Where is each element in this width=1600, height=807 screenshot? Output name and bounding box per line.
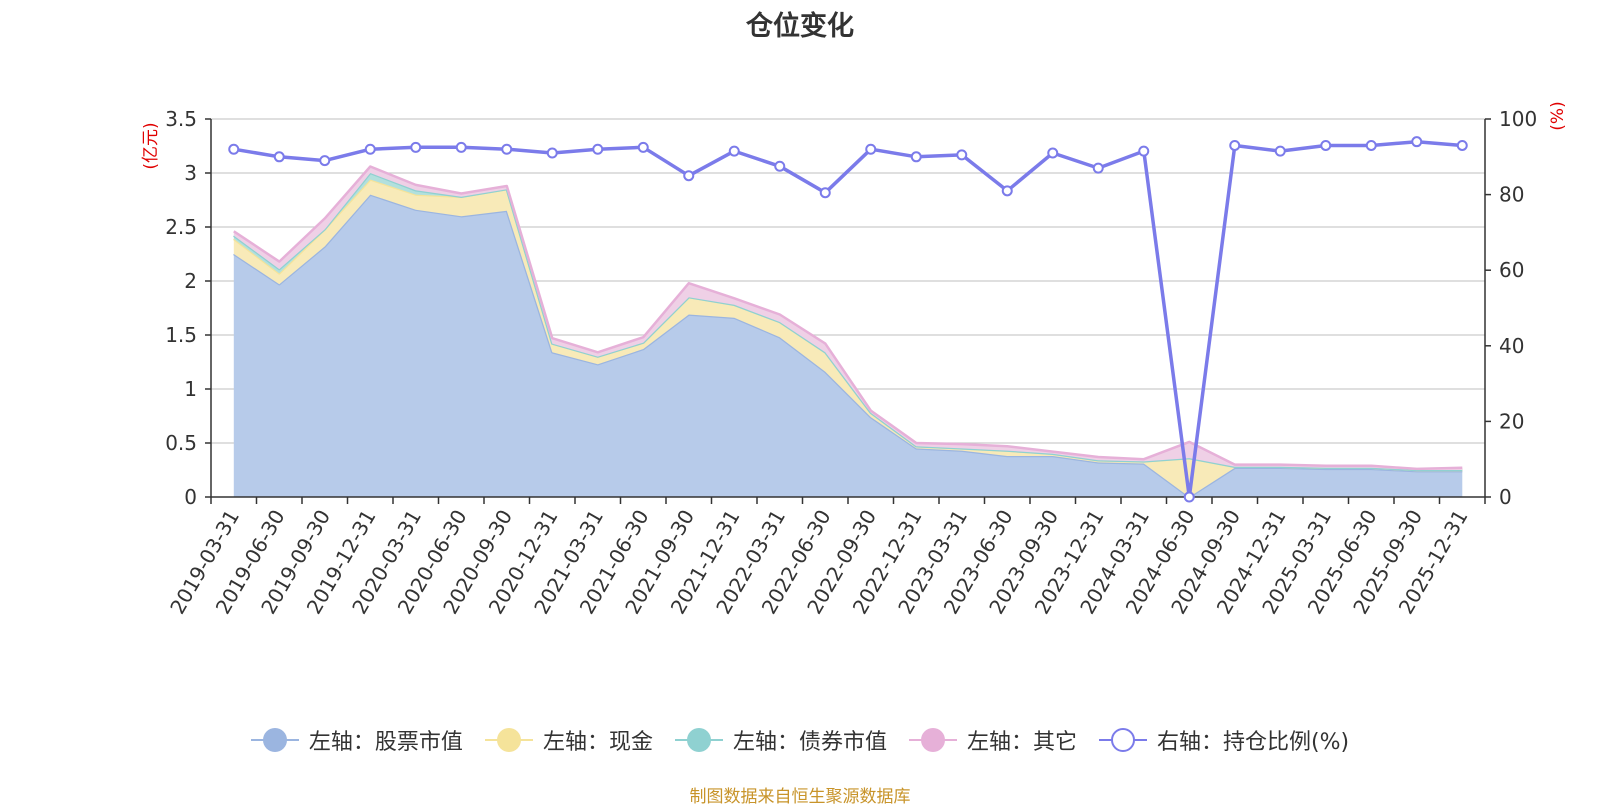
ratio-point[interactable]: [1365, 139, 1377, 151]
legend-symbol-icon: [674, 726, 723, 754]
legend: 左轴：股票市值 左轴：现金 左轴：债券市值 左轴：其它 右轴：持仓比例(%): [0, 720, 1600, 760]
legend-label: 左轴：其它: [966, 730, 1077, 755]
legend-circle-icon: [920, 728, 945, 752]
left-axis-tick-label: 2: [184, 269, 197, 293]
right-axis-tick-label: 0: [1499, 485, 1512, 509]
ratio-point[interactable]: [319, 155, 331, 167]
ratio-point[interactable]: [1411, 136, 1423, 148]
ratio-point[interactable]: [1456, 139, 1468, 151]
ratio-point[interactable]: [228, 143, 240, 155]
ratio-point[interactable]: [364, 143, 376, 155]
ratio-point[interactable]: [774, 160, 786, 172]
left-axis-unit: (亿元): [141, 122, 161, 169]
right-axis-tick-label: 40: [1499, 334, 1524, 358]
ratio-point[interactable]: [910, 151, 922, 163]
ratio-line: [233, 139, 1463, 499]
legend-circle-icon: [496, 728, 521, 752]
legend-item-other[interactable]: 左轴：其它: [908, 724, 1077, 756]
ratio-point[interactable]: [455, 141, 467, 153]
legend-circle-icon: [1110, 728, 1135, 752]
legend-circle-icon: [262, 728, 287, 752]
legend-symbol-icon: [250, 726, 299, 754]
ratio-point[interactable]: [592, 143, 604, 155]
ratio-point[interactable]: [1047, 147, 1059, 159]
legend-label: 右轴：持仓比例(%): [1156, 730, 1350, 755]
legend-label: 左轴：现金: [542, 730, 653, 755]
legend-circle-icon: [686, 728, 711, 752]
chart-title: 仓位变化: [746, 11, 854, 42]
left-axis-tick-label: 1.5: [165, 323, 197, 347]
left-axis-tick-label: 0: [184, 485, 197, 509]
ratio-point[interactable]: [865, 143, 877, 155]
area-edge-other: [233, 165, 1463, 471]
left-axis-tick-label: 2.5: [165, 215, 197, 239]
ratio-point[interactable]: [501, 143, 513, 155]
left-axis-tick-label: 3: [184, 161, 197, 185]
ratio-point[interactable]: [273, 151, 285, 163]
ratio-point[interactable]: [1229, 139, 1241, 151]
right-axis-tick-label: 60: [1499, 258, 1524, 282]
ratio-point[interactable]: [1138, 145, 1150, 157]
ratio-point[interactable]: [410, 141, 422, 153]
ratio-point[interactable]: [637, 141, 649, 153]
left-axis-tick-label: 3.5: [165, 107, 197, 131]
ratio-point[interactable]: [728, 145, 740, 157]
axes: [205, 118, 1491, 504]
right-axis-unit: (%): [1548, 101, 1568, 130]
legend-label: 左轴：股票市值: [308, 730, 463, 755]
ratio-point[interactable]: [1274, 145, 1286, 157]
source-note: 制图数据来自恒生聚源数据库: [689, 787, 911, 807]
left-axis-tick-label: 1: [184, 377, 197, 401]
right-axis-tick-label: 20: [1499, 409, 1524, 433]
ratio-line-series: [228, 136, 1468, 503]
legend-label: 左轴：债券市值: [732, 730, 887, 755]
right-axis-tick-label: 80: [1499, 183, 1524, 207]
ratio-point[interactable]: [956, 149, 968, 161]
ratio-point[interactable]: [1001, 185, 1013, 197]
legend-item-ratio[interactable]: 右轴：持仓比例(%): [1098, 724, 1350, 756]
stacked-areas: [233, 165, 1463, 499]
area-stock: [233, 194, 1463, 497]
ratio-point[interactable]: [1320, 139, 1332, 151]
ratio-point[interactable]: [683, 170, 695, 182]
legend-symbol-icon: [908, 726, 957, 754]
legend-item-stock[interactable]: 左轴：股票市值: [250, 724, 463, 756]
ratio-point[interactable]: [819, 187, 831, 199]
legend-item-cash[interactable]: 左轴：现金: [484, 724, 653, 756]
legend-symbol-icon: [1098, 726, 1147, 754]
right-axis-tick-label: 100: [1499, 107, 1537, 131]
legend-symbol-icon: [484, 726, 533, 754]
ratio-point[interactable]: [1092, 162, 1104, 174]
left-axis-tick-label: 0.5: [165, 431, 197, 455]
legend-item-bond[interactable]: 左轴：债券市值: [674, 724, 887, 756]
ratio-point[interactable]: [546, 147, 558, 159]
ratio-point[interactable]: [1183, 491, 1195, 503]
